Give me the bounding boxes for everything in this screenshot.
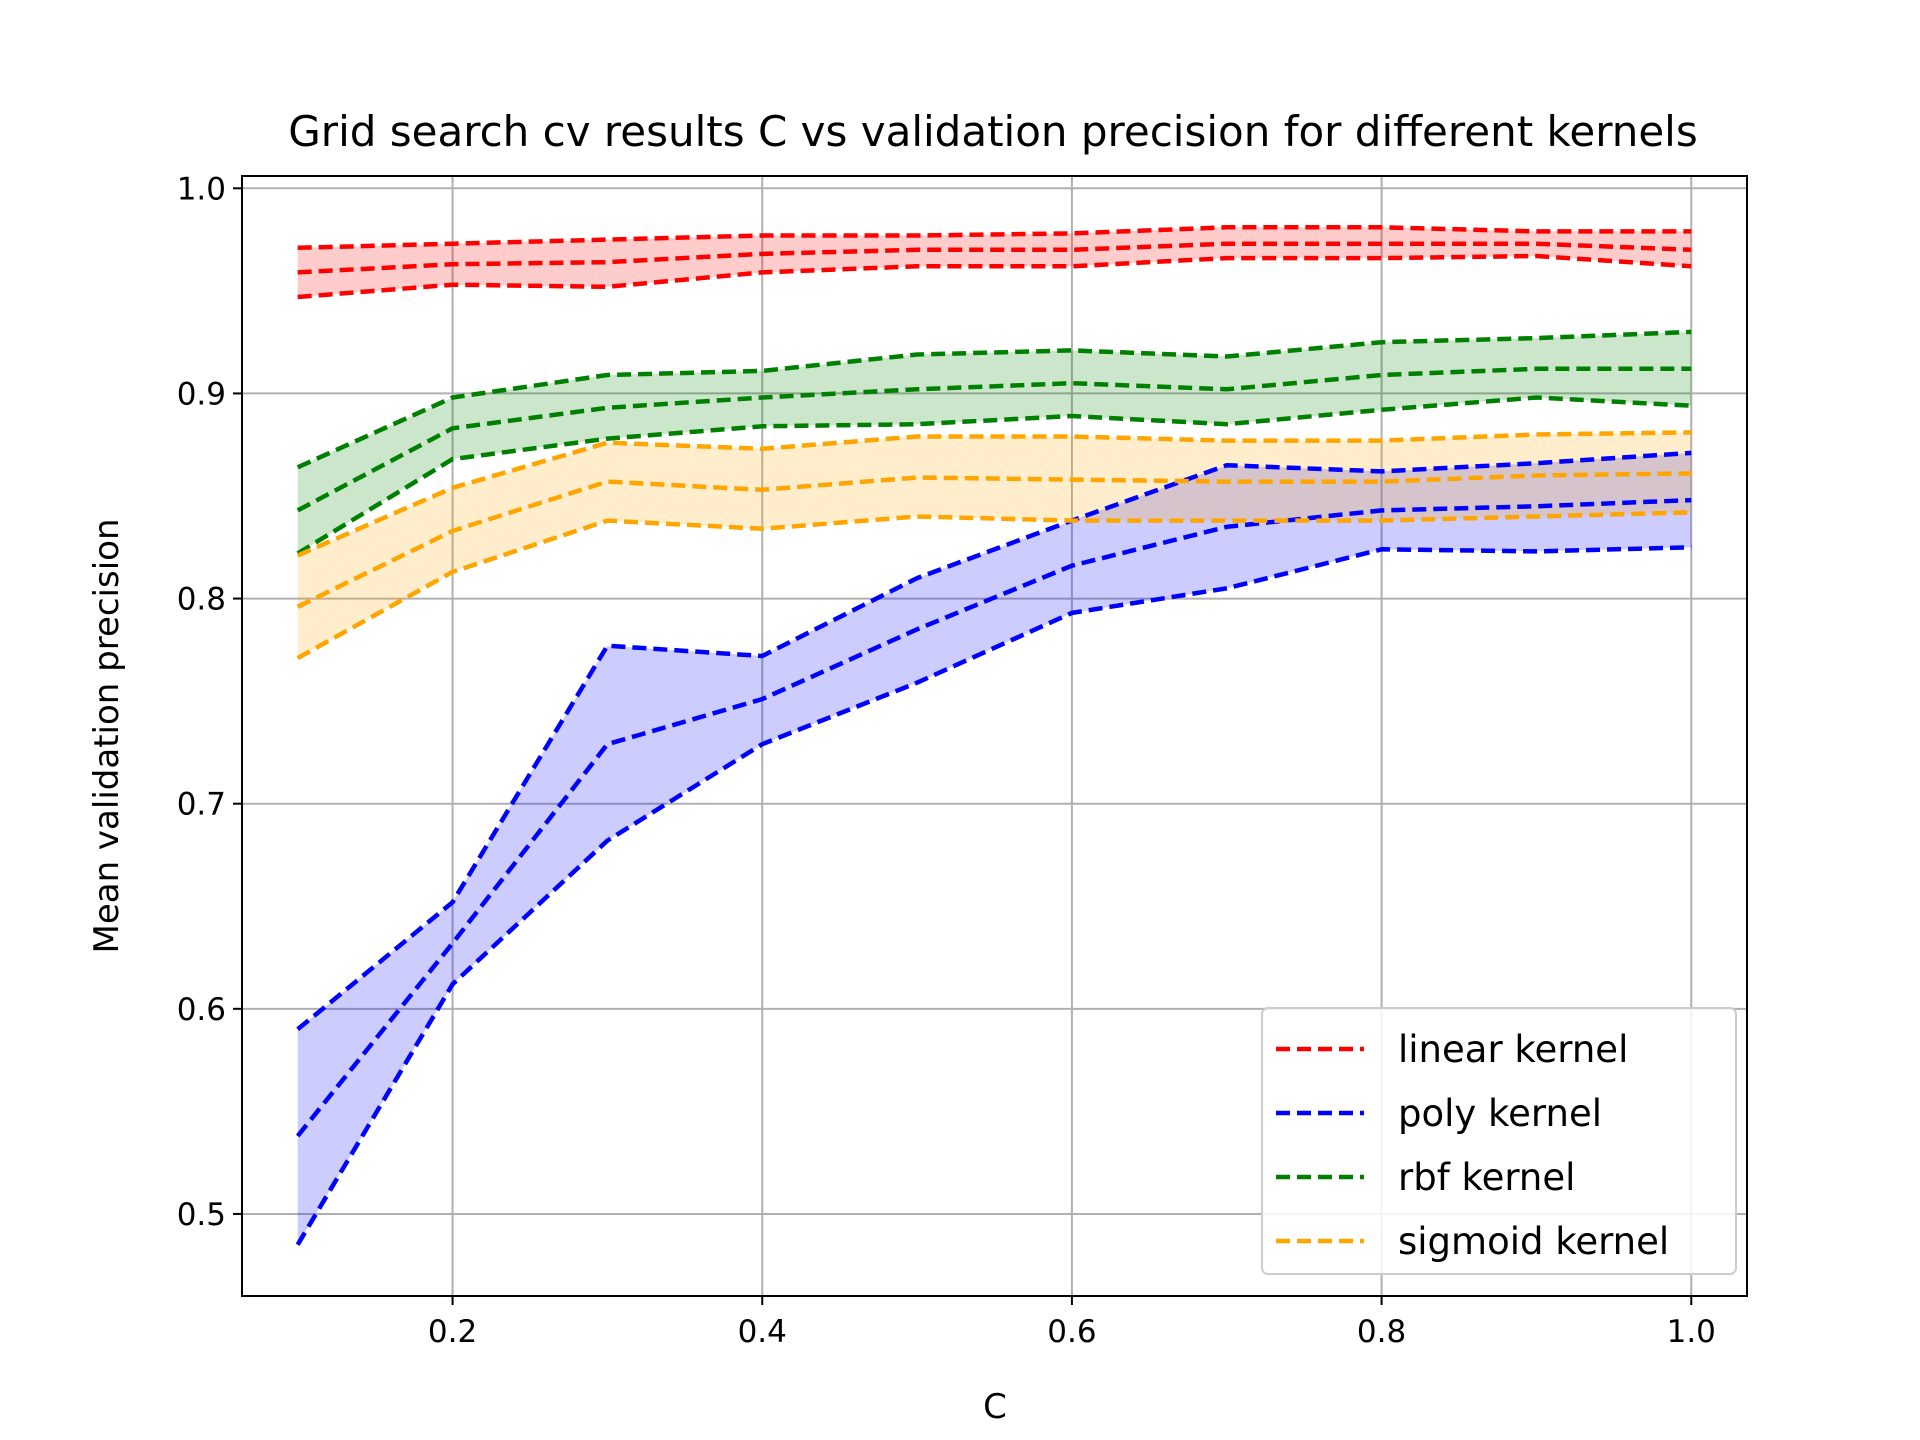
x-tick-label: 1.0 [1667, 1314, 1716, 1350]
rbf-upper-line [296, 329, 1692, 470]
series-lines [295, 225, 1692, 1246]
x-tick-label: 0.2 [428, 1314, 477, 1350]
poly-lower-line [295, 545, 1692, 1246]
grid [242, 176, 1747, 1296]
linear-upper-line [297, 225, 1692, 251]
y-tick-label: 0.8 [177, 582, 226, 618]
legend-label-rbf: rbf kernel [1398, 1156, 1575, 1199]
y-tick-label: 0.6 [177, 992, 226, 1028]
linear-mean-line [297, 241, 1692, 275]
plot-frame [241, 175, 1748, 1297]
poly-upper-line [296, 450, 1692, 1032]
axis-ticks: 0.2 0.4 0.6 0.8 1.0 0.5 0.6 0.7 0.8 0.9 1.0 [177, 171, 1716, 1350]
uncertainty-bands [297, 227, 1692, 1245]
rbf-mean-line [296, 366, 1692, 513]
legend-label-sigmoid: sigmoid kernel [1398, 1220, 1669, 1263]
y-tick-label: 0.5 [177, 1197, 226, 1233]
chart-title: Grid search cv results C vs validation p… [288, 107, 1697, 156]
x-axis-label: C [983, 1387, 1007, 1427]
legend: linear kernel poly kernel rbf kernel sigmoi… [1261, 1007, 1737, 1275]
poly-band [297, 452, 1692, 1245]
legend-label-linear: linear kernel [1398, 1028, 1628, 1071]
sigmoid-upper-line [296, 430, 1692, 558]
linear-band [297, 227, 1692, 297]
y-tick-label: 1.0 [177, 171, 226, 207]
rbf-band [297, 331, 1692, 554]
legend-label-poly: poly kernel [1398, 1092, 1602, 1135]
rbf-lower-line [296, 395, 1692, 556]
linear-lower-line [297, 253, 1692, 300]
sigmoid-mean-line [296, 471, 1692, 609]
y-tick-label: 0.9 [177, 376, 226, 412]
x-tick-label: 0.8 [1357, 1314, 1406, 1350]
sigmoid-lower-line [296, 510, 1692, 661]
y-tick-label: 0.7 [177, 787, 226, 823]
poly-mean-line [295, 497, 1692, 1138]
x-tick-label: 0.4 [738, 1314, 787, 1350]
x-tick-label: 0.6 [1047, 1314, 1096, 1350]
legend-box [1261, 1007, 1737, 1275]
sigmoid-band [297, 432, 1692, 659]
y-axis-label: Mean validation precision [87, 518, 127, 953]
